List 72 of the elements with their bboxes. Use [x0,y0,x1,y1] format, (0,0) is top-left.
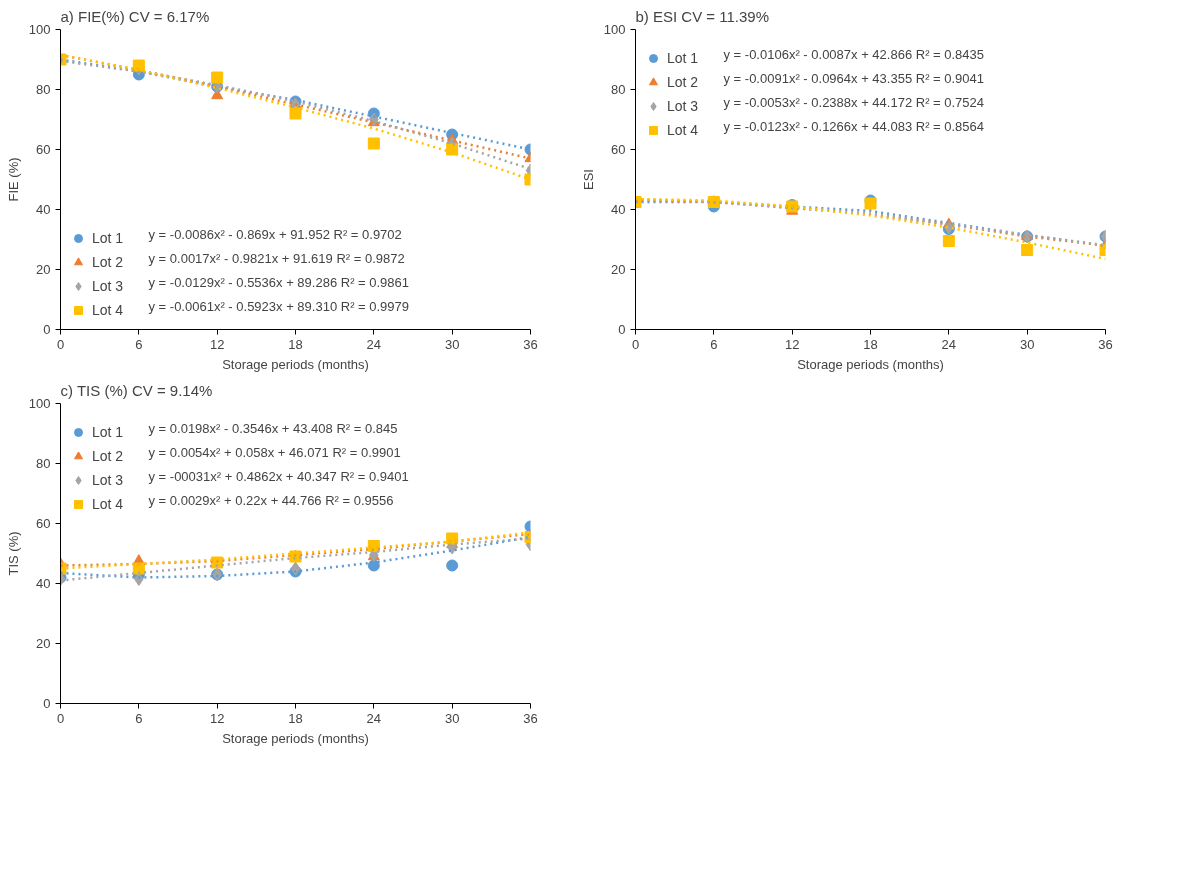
x-tick-label: 24 [941,336,957,352]
x-tick-label: 24 [366,710,382,726]
annotation: y = -0.0129x² - 0.5536x + 89.286 R² = 0.9861 [148,275,410,290]
annotation: y = -0.0123x² - 0.1266x + 44.083 R² = 0.8564 [723,119,985,134]
y-tick-label: 40 [36,202,51,217]
y-tick-label: 40 [36,576,51,591]
x-tick-label: 30 [444,710,460,726]
y-tick-label: 60 [36,516,51,531]
chart-title: a) FIE(%) CV = 6.17% [60,7,210,25]
legend-label: Lot 2 [667,73,699,92]
y-tick-label: 80 [36,82,51,97]
x-tick-label: 12 [209,710,225,726]
x-tick-label: 24 [366,336,382,352]
legend-label: Lot 1 [92,229,124,248]
y-tick-label: 0 [43,322,51,337]
annotation: y = 0.0198x² - 0.3546x + 43.408 R² = 0.845 [148,421,398,436]
annotation: y = 0.0029x² + 0.22x + 44.766 R² = 0.9556 [148,493,394,508]
x-tick-label: 30 [444,336,460,352]
annotation: y = -0.0061x² - 0.5923x + 89.310 R² = 0.9979 [148,299,410,314]
legend-label: Lot 2 [92,253,124,272]
y-tick-label: 100 [603,22,626,37]
x-tick-label: 6 [710,336,718,352]
annotation: y = -0.0086x² - 0.869x + 91.952 R² = 0.9702 [148,227,402,242]
x-tick-label: 12 [784,336,800,352]
x-axis-title: Storage periods (months) [222,730,369,746]
x-tick-label: 0 [56,710,65,726]
chart-title: c) TIS (%) CV = 9.14% [60,381,213,399]
legend-label: Lot 4 [92,301,124,320]
annotation: y = -0.0106x² - 0.0087x + 42.866 R² = 0.8435 [723,47,985,62]
legend-label: Lot 3 [667,97,699,116]
legend-label: Lot 4 [92,495,124,514]
y-tick-label: 80 [611,82,626,97]
y-axis-title: TIS (%) [5,531,21,576]
x-tick-label: 18 [863,336,878,352]
y-tick-label: 100 [28,22,51,37]
x-tick-label: 30 [1019,336,1035,352]
y-tick-label: 0 [43,696,51,711]
x-axis-title: Storage periods (months) [222,356,369,372]
y-axis-title: FIE (%) [5,157,21,202]
y-tick-label: 60 [611,142,626,157]
y-tick-label: 20 [36,636,51,651]
annotation: y = -0.0091x² - 0.0964x + 43.355 R² = 0.9041 [723,71,985,86]
x-tick-label: 18 [288,710,303,726]
y-tick-label: 0 [618,322,626,337]
legend-label: Lot 4 [667,121,699,140]
y-tick-label: 80 [36,456,51,471]
annotation: y = -0.0053x² - 0.2388x + 44.172 R² = 0.7524 [723,95,985,110]
chart-title: b) ESI CV = 11.39% [635,7,770,25]
x-tick-label: 0 [56,336,65,352]
x-tick-label: 36 [1098,336,1113,352]
x-tick-label: 6 [135,336,143,352]
legend-label: Lot 1 [92,423,124,442]
legend-label: Lot 2 [92,447,124,466]
y-tick-label: 20 [611,262,626,277]
x-axis-title: Storage periods (months) [797,356,944,372]
annotation: y = 0.0017x² - 0.9821x + 91.619 R² = 0.9872 [148,251,405,266]
annotation: y = -00031x² + 0.4862x + 40.347 R² = 0.9401 [148,469,409,484]
y-tick-label: 100 [28,396,51,411]
legend-label: Lot 1 [667,49,699,68]
x-tick-label: 18 [288,336,303,352]
x-tick-label: 36 [523,336,538,352]
x-tick-label: 12 [209,336,225,352]
y-tick-label: 20 [36,262,51,277]
y-tick-label: 40 [611,202,626,217]
legend-label: Lot 3 [92,471,124,490]
annotation: y = 0.0054x² + 0.058x + 46.071 R² = 0.9901 [148,445,401,460]
y-axis-title: ESI [580,169,596,190]
legend-label: Lot 3 [92,277,124,296]
x-tick-label: 36 [523,710,538,726]
x-tick-label: 0 [631,336,640,352]
y-tick-label: 60 [36,142,51,157]
x-tick-label: 6 [135,710,143,726]
